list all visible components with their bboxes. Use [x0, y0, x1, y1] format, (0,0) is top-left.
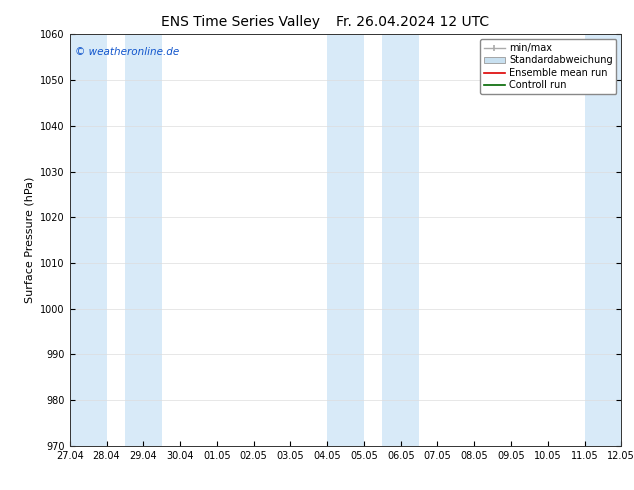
Bar	[327, 34, 364, 446]
Text: Fr. 26.04.2024 12 UTC: Fr. 26.04.2024 12 UTC	[335, 15, 489, 29]
Bar	[125, 34, 162, 446]
Y-axis label: Surface Pressure (hPa): Surface Pressure (hPa)	[25, 177, 35, 303]
Bar	[70, 34, 107, 446]
Text: © weatheronline.de: © weatheronline.de	[75, 47, 179, 57]
Text: ENS Time Series Valley: ENS Time Series Valley	[162, 15, 320, 29]
Bar	[382, 34, 419, 446]
Bar	[585, 34, 621, 446]
Legend: min/max, Standardabweichung, Ensemble mean run, Controll run: min/max, Standardabweichung, Ensemble me…	[480, 39, 616, 94]
